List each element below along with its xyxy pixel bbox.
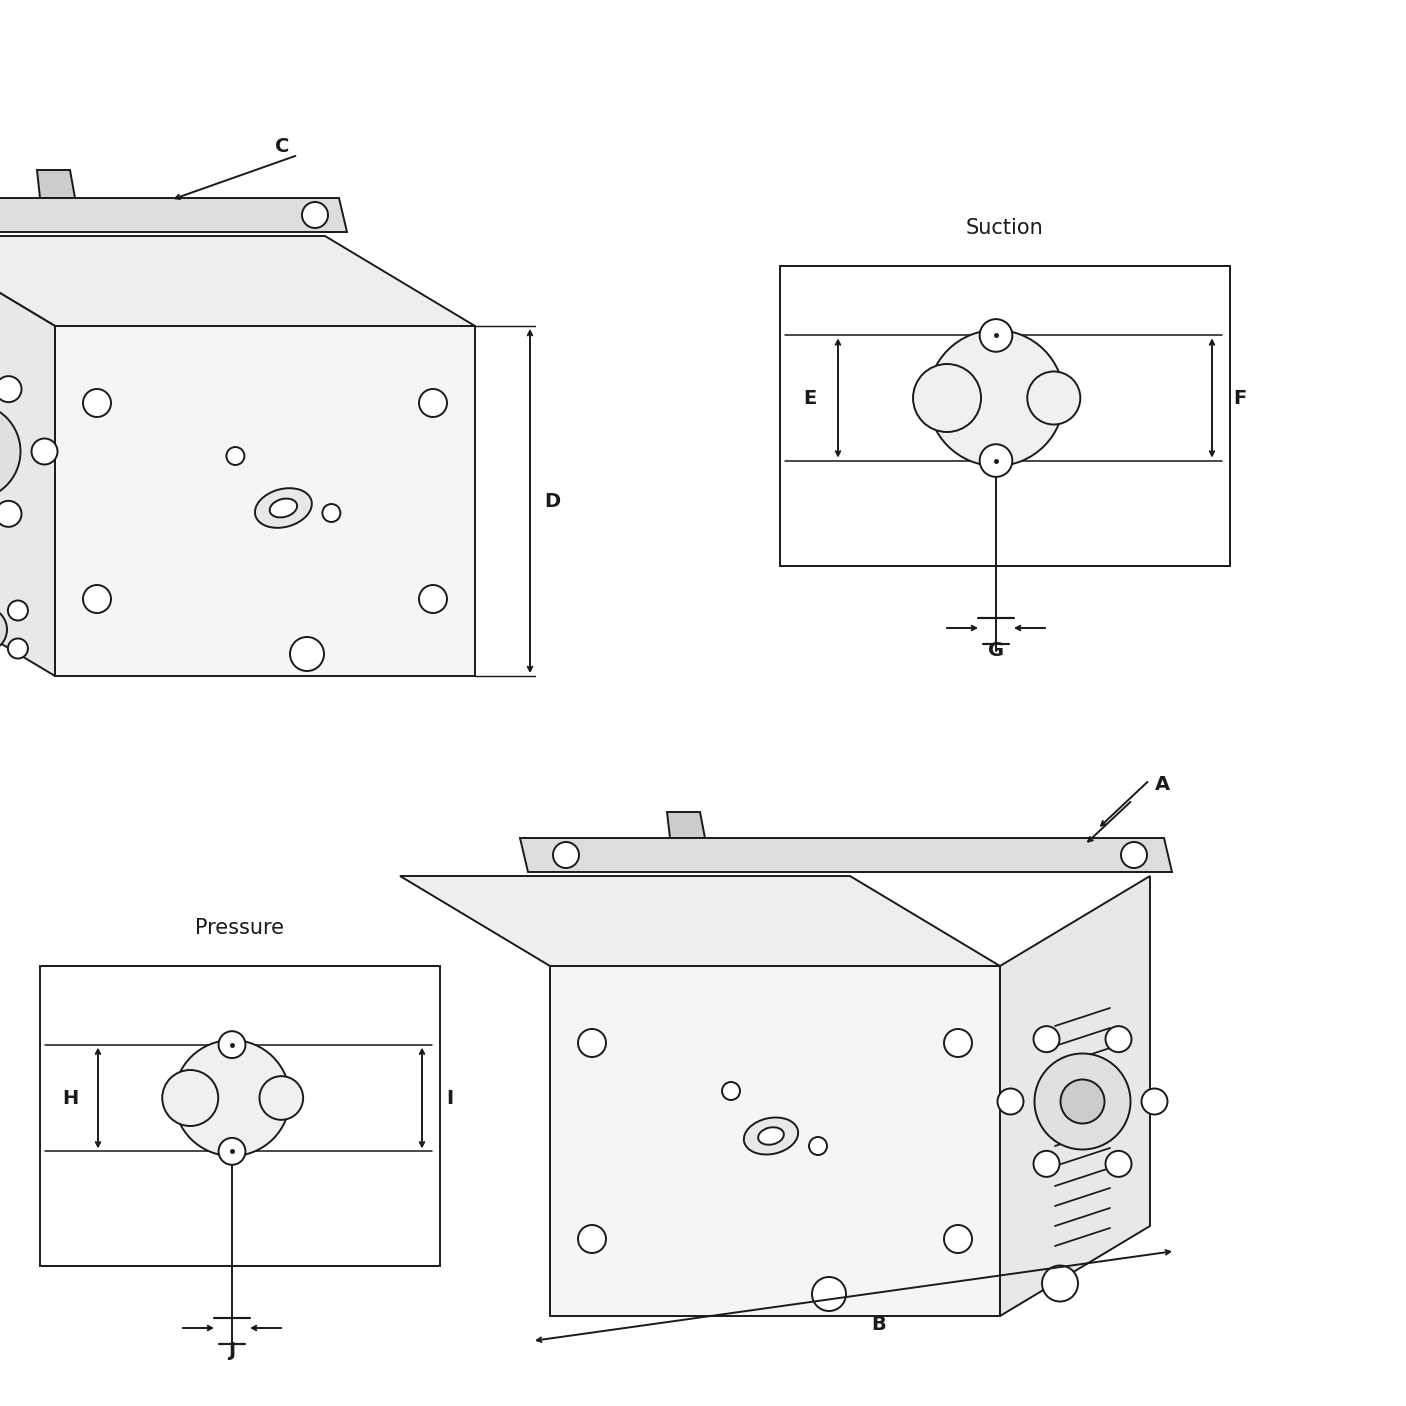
Circle shape (1035, 1053, 1130, 1150)
Circle shape (226, 447, 245, 465)
Circle shape (1033, 1152, 1060, 1177)
Text: F: F (1233, 388, 1247, 408)
Text: B: B (872, 1315, 886, 1333)
Bar (39, 966, 440, 1265)
Circle shape (419, 585, 447, 613)
Polygon shape (55, 326, 475, 676)
Circle shape (578, 1225, 606, 1253)
Circle shape (8, 638, 28, 658)
Polygon shape (550, 966, 1000, 1316)
Polygon shape (0, 236, 55, 676)
Circle shape (1121, 842, 1147, 868)
Circle shape (419, 389, 447, 418)
Circle shape (1033, 1026, 1060, 1052)
Circle shape (980, 444, 1012, 477)
Circle shape (997, 1088, 1024, 1115)
Text: Pressure: Pressure (195, 918, 284, 938)
Circle shape (943, 1225, 972, 1253)
Circle shape (0, 501, 21, 527)
Circle shape (808, 1137, 827, 1154)
Polygon shape (1000, 876, 1150, 1316)
Polygon shape (666, 813, 704, 838)
Circle shape (31, 439, 58, 464)
Ellipse shape (270, 499, 297, 517)
Circle shape (943, 1029, 972, 1057)
Circle shape (980, 319, 1012, 352)
Ellipse shape (758, 1128, 783, 1144)
Circle shape (0, 404, 21, 499)
Text: G: G (988, 641, 1004, 659)
Polygon shape (520, 838, 1173, 872)
Circle shape (813, 1277, 846, 1310)
Circle shape (218, 1031, 246, 1059)
Circle shape (553, 842, 579, 868)
Circle shape (162, 1070, 218, 1126)
Text: C: C (274, 138, 290, 156)
Circle shape (83, 585, 111, 613)
Circle shape (1042, 1265, 1078, 1302)
Ellipse shape (254, 488, 312, 527)
Circle shape (174, 1040, 290, 1156)
Polygon shape (399, 876, 1000, 966)
Circle shape (928, 330, 1064, 465)
Polygon shape (0, 236, 475, 326)
Circle shape (302, 202, 328, 228)
Circle shape (723, 1083, 740, 1099)
Circle shape (578, 1029, 606, 1057)
Circle shape (8, 600, 28, 620)
Circle shape (0, 607, 7, 651)
Text: D: D (544, 492, 560, 510)
Text: J: J (228, 1340, 236, 1360)
Polygon shape (37, 170, 75, 198)
Circle shape (1028, 371, 1080, 425)
Text: I: I (447, 1088, 454, 1108)
Circle shape (1142, 1088, 1167, 1115)
Text: A: A (1154, 776, 1170, 794)
Circle shape (83, 389, 111, 418)
Circle shape (1105, 1026, 1132, 1052)
Circle shape (1060, 1080, 1105, 1123)
Text: E: E (803, 388, 817, 408)
Circle shape (290, 637, 323, 671)
Ellipse shape (744, 1118, 799, 1154)
Text: H: H (62, 1088, 79, 1108)
Circle shape (218, 1137, 246, 1164)
Circle shape (0, 377, 21, 402)
Bar (780, 266, 1230, 567)
Polygon shape (0, 198, 347, 232)
Circle shape (322, 503, 340, 522)
Text: Suction: Suction (966, 218, 1043, 238)
Circle shape (1105, 1152, 1132, 1177)
Circle shape (260, 1076, 304, 1119)
Circle shape (912, 364, 981, 432)
